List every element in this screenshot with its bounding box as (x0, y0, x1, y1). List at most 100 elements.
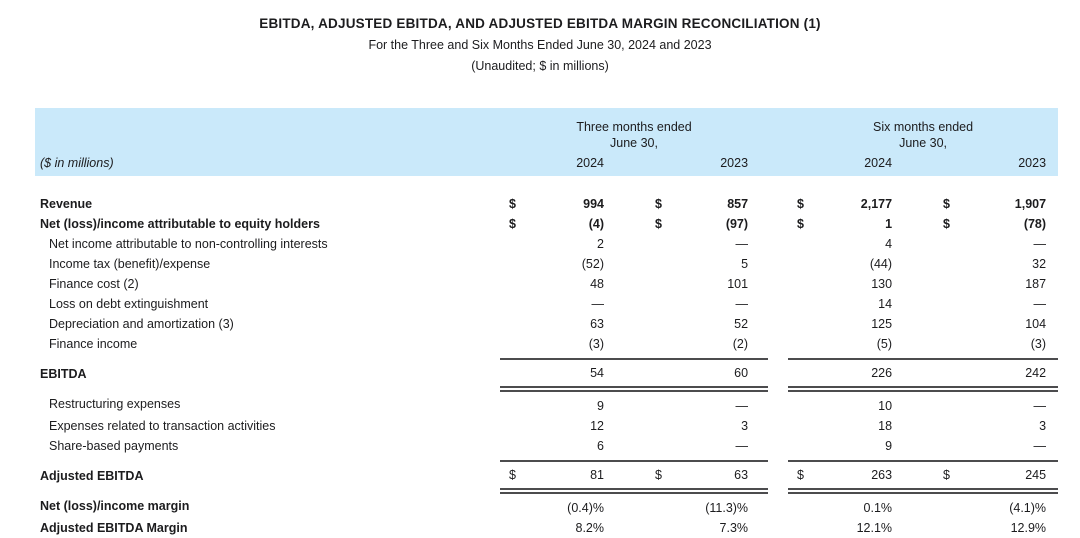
header-row-years: ($ in millions) 2024 2023 2024 2023 (35, 149, 1059, 176)
table-header-band: Three months ended Six months ended June… (35, 107, 1059, 176)
dollar-sign: $ (797, 216, 804, 231)
cell-value: 54 (530, 357, 610, 392)
cell-value: 10 (878, 398, 893, 413)
cell-value: 6 (597, 438, 604, 453)
table-row-revenue: Revenue $ 994 $ 857 $ 2,177 $ 1,907 (35, 176, 1058, 214)
cell-value: 263 (818, 459, 899, 494)
row-label: Depreciation and amortization (3) (49, 316, 234, 331)
table-row-restructuring: Restructuring expenses 9 — 10 — (35, 389, 1058, 416)
cell-value: 3 (741, 418, 749, 433)
cell-value: (3) (588, 336, 604, 351)
table-row-depreciation-amortization: Depreciation and amortization (3) 63 52 … (35, 314, 1058, 334)
dollar-sign: $ (797, 196, 804, 211)
cell-value: 1 (885, 216, 893, 231)
table-row-non-controlling-interests: Net income attributable to non-controlli… (35, 234, 1058, 254)
cell-value: 3 (1039, 418, 1047, 433)
group-period-six-months: Six months ended (788, 107, 1059, 134)
cell-value: — (1033, 438, 1047, 453)
cell-value: — (1033, 398, 1047, 413)
cell-value: 32 (1032, 256, 1047, 271)
cell-value: 12.9% (1010, 520, 1047, 535)
cell-value: 14 (878, 296, 893, 311)
reconciliation-table: Three months ended Six months ended June… (35, 107, 1059, 538)
cell-value: 60 (670, 357, 769, 392)
cell-value: 104 (1025, 316, 1047, 331)
cell-value: (52) (581, 256, 604, 271)
document-header: EBITDA, ADJUSTED EBITDA, AND ADJUSTED EB… (0, 14, 1080, 76)
page-note: (Unaudited; $ in millions) (471, 59, 609, 73)
cell-value: — (735, 398, 749, 413)
cell-value: 12 (590, 418, 604, 433)
cell-value: 63 (670, 459, 769, 494)
table-row-net-loss-income: Net (loss)/income attributable to equity… (35, 214, 1058, 234)
cell-value: 130 (871, 276, 893, 291)
header-row-period: Three months ended Six months ended (35, 107, 1059, 134)
dollar-sign: $ (509, 196, 516, 211)
year-column-header: 2023 (958, 149, 1059, 176)
dollar-sign: $ (655, 196, 662, 211)
cell-value: 81 (530, 459, 610, 494)
table-row-finance-income: Finance income (3) (2) (5) (3) (35, 334, 1058, 359)
row-label: Revenue (40, 196, 93, 211)
page-subtitle: For the Three and Six Months Ended June … (368, 38, 712, 53)
cell-value: 8.2% (575, 520, 605, 535)
cell-value: 5 (741, 256, 749, 271)
dollar-sign: $ (788, 459, 819, 494)
group-period-three-months: Three months ended (500, 107, 769, 134)
cell-value: 7.3% (719, 520, 749, 535)
header-row-date: June 30, June 30, (35, 133, 1059, 150)
cell-value: 226 (818, 357, 899, 392)
table-row-transaction-expenses: Expenses related to transaction activiti… (35, 416, 1058, 436)
row-label: Adjusted EBITDA Margin (40, 520, 188, 535)
cell-value: 857 (727, 196, 749, 211)
cell-value: — (735, 296, 749, 311)
table-row-adjusted-ebitda-margin: Adjusted EBITDA Margin 8.2% 7.3% 12.1% 1… (35, 518, 1058, 538)
cell-value: — (1033, 236, 1047, 251)
dollar-sign: $ (509, 216, 516, 231)
cell-value: (11.3)% (705, 500, 749, 515)
table-row-ebitda: EBITDA 54 60 226 242 (35, 357, 1059, 392)
year-column-header: 2024 (530, 149, 610, 176)
row-label: EBITDA (40, 366, 87, 381)
table-row-net-loss-income-margin: Net (loss)/income margin (0.4)% (11.3)% … (35, 491, 1058, 518)
cell-value: 9 (885, 438, 893, 453)
cell-value: (2) (732, 336, 749, 351)
dollar-sign: $ (500, 459, 530, 494)
cell-value: — (1033, 296, 1047, 311)
row-label: Income tax (benefit)/expense (49, 256, 211, 271)
cell-value: (0.4)% (567, 500, 604, 515)
cell-value: 63 (590, 316, 604, 331)
cell-value: — (591, 296, 605, 311)
cell-value: (4.1)% (1009, 500, 1047, 515)
row-label: Expenses related to transaction activiti… (49, 418, 276, 433)
cell-value: 187 (1025, 276, 1047, 291)
cell-value: (3) (1030, 336, 1047, 351)
dollar-sign: $ (943, 196, 950, 211)
row-label: Net (loss)/income attributable to equity… (40, 216, 320, 231)
cell-value: 48 (590, 276, 604, 291)
cell-value: 245 (958, 459, 1059, 494)
cell-value: 12.1% (856, 520, 893, 535)
cell-value: (44) (869, 256, 893, 271)
cell-value: 2,177 (860, 196, 893, 211)
units-label: ($ in millions) (35, 149, 500, 176)
table-row-loss-on-debt: Loss on debt extinguishment — — 14 — (35, 294, 1058, 314)
cell-value: 52 (734, 316, 749, 331)
dollar-sign: $ (655, 216, 662, 231)
cell-value: 18 (878, 418, 893, 433)
row-label: Adjusted EBITDA (40, 468, 144, 483)
row-label: Share-based payments (49, 439, 179, 454)
dollar-sign: $ (943, 216, 950, 231)
cell-value: (97) (725, 216, 749, 231)
dollar-sign: $ (610, 459, 670, 494)
cell-value: (78) (1023, 216, 1047, 231)
cell-value: — (735, 236, 749, 251)
row-label: Net income attributable to non-controlli… (49, 236, 328, 251)
dollar-sign: $ (898, 459, 959, 494)
row-label: Net (loss)/income margin (40, 499, 190, 514)
row-label: Finance income (49, 337, 138, 352)
cell-value: 242 (958, 357, 1059, 392)
cell-value: (4) (588, 216, 604, 231)
row-label: Finance cost (2) (49, 276, 139, 291)
year-column-header: 2024 (818, 149, 899, 176)
